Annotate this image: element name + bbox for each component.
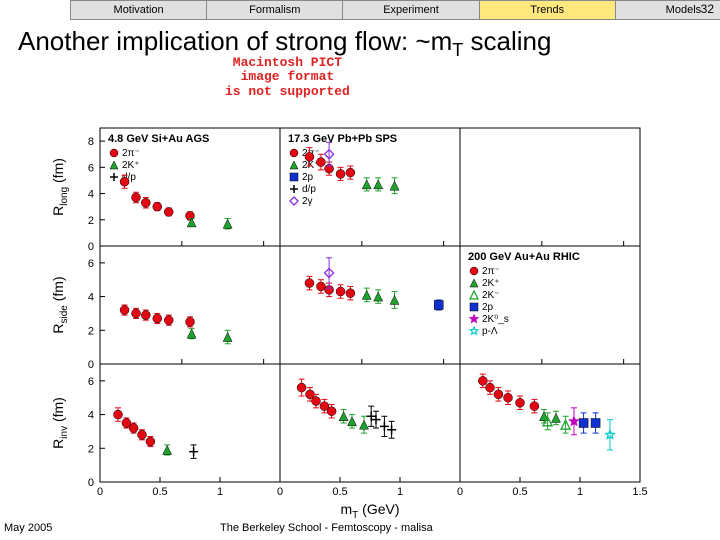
- svg-text:2p: 2p: [302, 172, 314, 183]
- footer-credit: The Berkeley School - Femtoscopy - malis…: [220, 522, 433, 534]
- svg-text:2γ: 2γ: [302, 196, 313, 207]
- svg-text:1: 1: [397, 486, 403, 498]
- svg-text:0: 0: [97, 486, 103, 498]
- tab-formalism[interactable]: Formalism: [207, 1, 343, 19]
- svg-text:0.5: 0.5: [152, 486, 167, 498]
- svg-text:0: 0: [277, 486, 283, 498]
- svg-text:4: 4: [88, 189, 94, 201]
- svg-text:2K⁺: 2K⁺: [482, 278, 500, 289]
- nav-tabs: Motivation Formalism Experiment Trends M…: [70, 0, 720, 20]
- svg-text:0.5: 0.5: [512, 486, 527, 498]
- svg-text:2π⁻: 2π⁻: [482, 266, 500, 277]
- svg-text:4.8 GeV Si+Au AGS: 4.8 GeV Si+Au AGS: [108, 133, 209, 145]
- svg-text:0.5: 0.5: [332, 486, 347, 498]
- svg-text:2: 2: [88, 215, 94, 227]
- svg-text:0: 0: [88, 241, 94, 253]
- svg-text:mT (GeV): mT (GeV): [340, 501, 399, 518]
- svg-text:6: 6: [88, 162, 94, 174]
- svg-text:1: 1: [577, 486, 583, 498]
- svg-text:2K⁻: 2K⁻: [482, 290, 500, 301]
- svg-text:2: 2: [88, 443, 94, 455]
- svg-text:1.5: 1.5: [632, 486, 647, 498]
- tab-experiment[interactable]: Experiment: [343, 1, 479, 19]
- svg-text:Rlong (fm): Rlong (fm): [50, 158, 70, 216]
- svg-text:6: 6: [88, 376, 94, 388]
- svg-text:0: 0: [88, 359, 94, 371]
- svg-text:2π⁻: 2π⁻: [122, 148, 140, 159]
- svg-text:17.3 GeV Pb+Pb SPS: 17.3 GeV Pb+Pb SPS: [288, 133, 397, 145]
- svg-text:2K⁺: 2K⁺: [122, 160, 140, 171]
- svg-text:4: 4: [88, 410, 94, 422]
- svg-text:4: 4: [88, 292, 94, 304]
- svg-text:1: 1: [217, 486, 223, 498]
- footer-date: May 2005: [4, 522, 52, 534]
- svg-text:Rinv (fm): Rinv (fm): [50, 397, 70, 449]
- tab-motivation[interactable]: Motivation: [71, 1, 207, 19]
- tab-trends[interactable]: Trends: [480, 1, 616, 19]
- svg-text:2K⁰_s: 2K⁰_s: [482, 314, 509, 325]
- svg-text:2: 2: [88, 325, 94, 337]
- svg-text:2p: 2p: [482, 302, 494, 313]
- mt-scaling-chart: 024684.8 GeV Si+Au AGS2π⁻2K⁺d/p17.3 GeV …: [45, 118, 685, 518]
- title-text: Another implication of strong flow: ~m: [18, 26, 452, 56]
- title-tail: scaling: [463, 26, 551, 56]
- page-title: Another implication of strong flow: ~mT …: [18, 26, 720, 61]
- svg-text:6: 6: [88, 258, 94, 270]
- svg-text:0: 0: [457, 486, 463, 498]
- svg-text:200 GeV Au+Au RHIC: 200 GeV Au+Au RHIC: [468, 251, 580, 263]
- svg-text:0: 0: [88, 477, 94, 489]
- pict-warning: Macintosh PICTimage formatis not support…: [225, 56, 350, 99]
- svg-text:p-Λ: p-Λ: [482, 326, 498, 337]
- svg-text:8: 8: [88, 136, 94, 148]
- title-subscript: T: [452, 40, 463, 60]
- page-number: 32: [701, 2, 714, 16]
- svg-text:d/p: d/p: [302, 184, 316, 195]
- svg-text:Rside (fm): Rside (fm): [50, 276, 70, 333]
